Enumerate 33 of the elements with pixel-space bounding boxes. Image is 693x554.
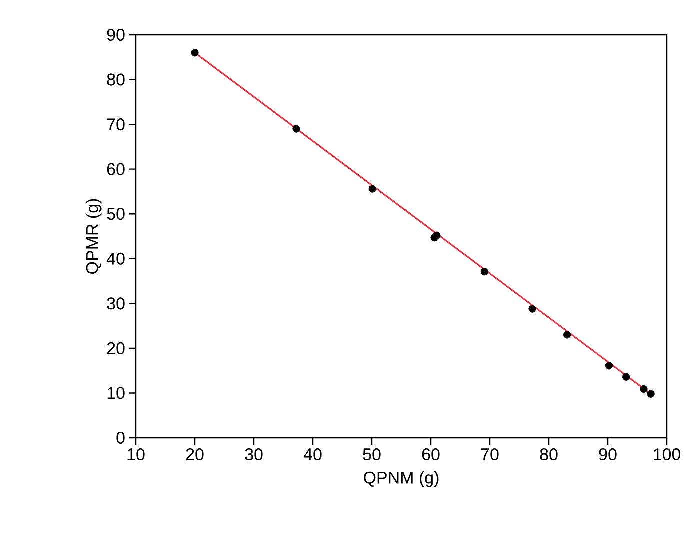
y-tick-label: 20: [107, 342, 125, 354]
x-tick-label: 20: [186, 448, 204, 461]
point: [433, 232, 441, 240]
y-tick-label: 0: [116, 432, 125, 444]
x-tick-label: 70: [481, 448, 499, 461]
point: [480, 268, 488, 276]
x-tick-label: 10: [128, 448, 145, 461]
x-tick-label: 80: [540, 448, 558, 461]
y-tick-label: 90: [107, 28, 125, 42]
x-axis-title: QPNM (g): [364, 471, 439, 488]
x-tick-label: 60: [422, 448, 440, 461]
point: [640, 385, 648, 393]
x-tick-label: 30: [245, 448, 263, 461]
point: [647, 390, 655, 398]
y-tick-label: 30: [107, 298, 125, 310]
y-tick-label: 50: [107, 208, 125, 220]
x-tick-label: 50: [363, 448, 381, 461]
x-tick-label: 40: [304, 448, 322, 461]
x-tick-label: 90: [599, 448, 617, 461]
y-axis-title: QPMR (g): [86, 199, 102, 274]
x-tick-label: 100: [654, 448, 681, 461]
point: [292, 125, 300, 133]
y-tick-label: 60: [107, 163, 125, 176]
y-tick-label: 10: [108, 387, 125, 400]
y-tick-label: 80: [107, 74, 125, 86]
point: [191, 49, 199, 57]
point: [563, 331, 572, 339]
y-tick-label: 40: [106, 252, 125, 265]
point: [368, 185, 376, 193]
y-tick-label: 70: [107, 118, 125, 131]
point: [528, 305, 536, 313]
point: [622, 373, 630, 381]
point: [605, 362, 613, 370]
